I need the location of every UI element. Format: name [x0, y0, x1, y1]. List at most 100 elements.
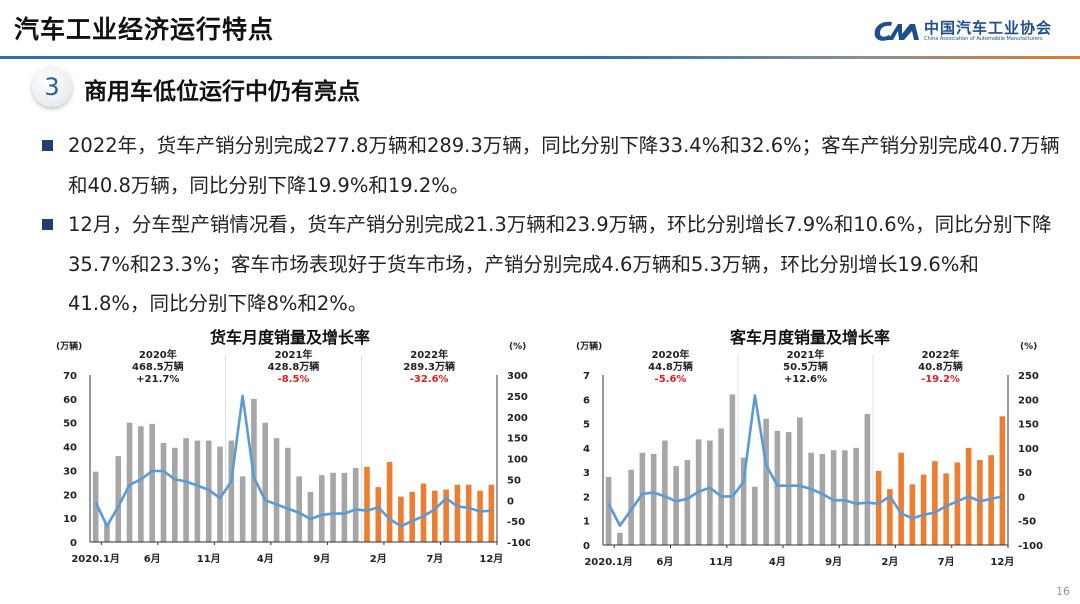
- year-total: 289.3万辆: [403, 360, 455, 373]
- logo-name-en: China Association of Automobile Manufact…: [924, 36, 1043, 42]
- left-tick-label: 4: [583, 444, 590, 455]
- bullet-item: 2022年，货车产销分别完成277.8万辆和289.3万辆，同比分别下降33.4…: [40, 126, 1060, 205]
- sales-bar: [740, 457, 747, 545]
- sales-bar: [352, 468, 359, 542]
- left-tick-label: 0: [70, 538, 77, 549]
- sales-bar: [296, 476, 302, 542]
- sales-bar: [673, 466, 679, 545]
- sales-bar: [605, 477, 612, 545]
- left-tick-label: 5: [583, 420, 590, 431]
- year-label: 2022年: [922, 348, 960, 361]
- sales-bar: [262, 422, 269, 542]
- sales-bar: [228, 440, 235, 542]
- sales-bar: [887, 489, 893, 545]
- sales-bar: [477, 490, 483, 542]
- sales-bar: [115, 456, 122, 542]
- sales-bar: [752, 486, 758, 545]
- sales-bar: [808, 452, 814, 545]
- page-number: 16: [1056, 585, 1070, 598]
- left-tick-label: 30: [63, 466, 77, 477]
- sales-bar: [285, 447, 291, 542]
- left-axis-unit: (万辆): [576, 340, 602, 352]
- sales-bar: [273, 438, 280, 542]
- sales-bar: [909, 484, 916, 545]
- sales-bar: [650, 453, 657, 545]
- left-axis-unit: (万辆): [56, 340, 82, 352]
- sales-bar: [409, 491, 416, 542]
- chart-title: 客车月度销量及增长率: [730, 328, 890, 347]
- sales-bar: [488, 484, 495, 542]
- right-tick-label: 150: [507, 434, 528, 445]
- sales-bar: [318, 475, 325, 542]
- sales-bar: [171, 447, 178, 542]
- year-total: 50.5万辆: [783, 360, 828, 373]
- sales-bar: [217, 446, 223, 542]
- left-tick-label: 3: [583, 468, 590, 479]
- sales-bar: [718, 428, 724, 545]
- x-tick-label: 9月: [313, 553, 330, 565]
- x-tick-label: 9月: [825, 556, 842, 568]
- year-change: -19.2%: [921, 374, 960, 385]
- x-tick-label: 2020.1月: [71, 553, 120, 565]
- year-total: 468.5万辆: [132, 360, 184, 373]
- right-tick-label: -50: [507, 517, 525, 528]
- sales-bar: [684, 460, 691, 545]
- right-tick-label: 100: [507, 455, 528, 466]
- sales-bar: [920, 474, 927, 545]
- left-tick-label: 2: [583, 492, 590, 503]
- sales-bar: [819, 453, 826, 545]
- right-tick-label: 200: [507, 413, 528, 424]
- right-axis-unit: (%): [509, 342, 526, 352]
- sales-bar: [307, 491, 314, 542]
- right-tick-label: 0: [1018, 492, 1025, 503]
- sales-bar: [932, 461, 938, 545]
- x-tick-label: 2月: [370, 553, 387, 565]
- sales-bar: [954, 462, 961, 545]
- left-tick-label: 1: [583, 517, 590, 528]
- year-change: -5.6%: [655, 374, 687, 385]
- left-tick-label: 10: [63, 514, 77, 525]
- year-total: 428.8万辆: [268, 360, 320, 373]
- sales-bar: [729, 394, 736, 545]
- header-divider: [0, 56, 1080, 59]
- section-number-badge: 3: [32, 67, 72, 107]
- year-label: 2022年: [410, 348, 448, 361]
- growth-rate-line: [607, 394, 1003, 527]
- right-tick-label: 250: [507, 392, 528, 403]
- caam-logo-mark-icon: [874, 21, 919, 41]
- left-tick-label: 70: [63, 371, 77, 382]
- sales-bar: [707, 440, 713, 545]
- x-tick-label: 6月: [656, 556, 673, 568]
- caam-logo: 中国汽车工业协会 China Association of Automobile…: [872, 18, 1052, 44]
- right-tick-label: 250: [1018, 371, 1039, 382]
- sales-bar: [443, 489, 449, 542]
- year-label: 2021年: [275, 348, 313, 361]
- sales-bar: [239, 476, 246, 542]
- page-title: 汽车工业经济运行特点: [14, 15, 275, 44]
- sales-bar: [160, 442, 167, 542]
- right-tick-label: -50: [1018, 517, 1036, 528]
- sales-bar: [330, 472, 336, 542]
- sales-bar: [432, 490, 438, 542]
- x-tick-label: 4月: [257, 553, 274, 565]
- year-label: 2020年: [139, 348, 177, 361]
- x-tick-label: 12月: [990, 556, 1014, 568]
- sales-bar: [149, 423, 155, 542]
- bus-sales-chart: 客车月度销量及增长率(万辆) (%)2020年44.8万辆-5.6%2021年50…: [576, 328, 1043, 568]
- right-tick-label: -100: [1018, 541, 1043, 552]
- right-axis-unit: (%): [1020, 342, 1037, 352]
- year-change: -8.5%: [278, 374, 310, 385]
- sales-bar: [639, 452, 646, 545]
- x-tick-label: 7月: [938, 556, 955, 568]
- sales-bar: [194, 440, 201, 542]
- left-tick-label: 6: [583, 395, 590, 406]
- sales-bar: [999, 416, 1006, 545]
- sales-bar: [364, 466, 370, 542]
- right-tick-label: 50: [1018, 468, 1032, 479]
- sales-bar: [864, 413, 871, 545]
- sales-bar: [375, 487, 382, 542]
- year-change: +21.7%: [136, 374, 179, 385]
- sales-bar: [420, 483, 427, 542]
- sales-bar: [763, 418, 769, 545]
